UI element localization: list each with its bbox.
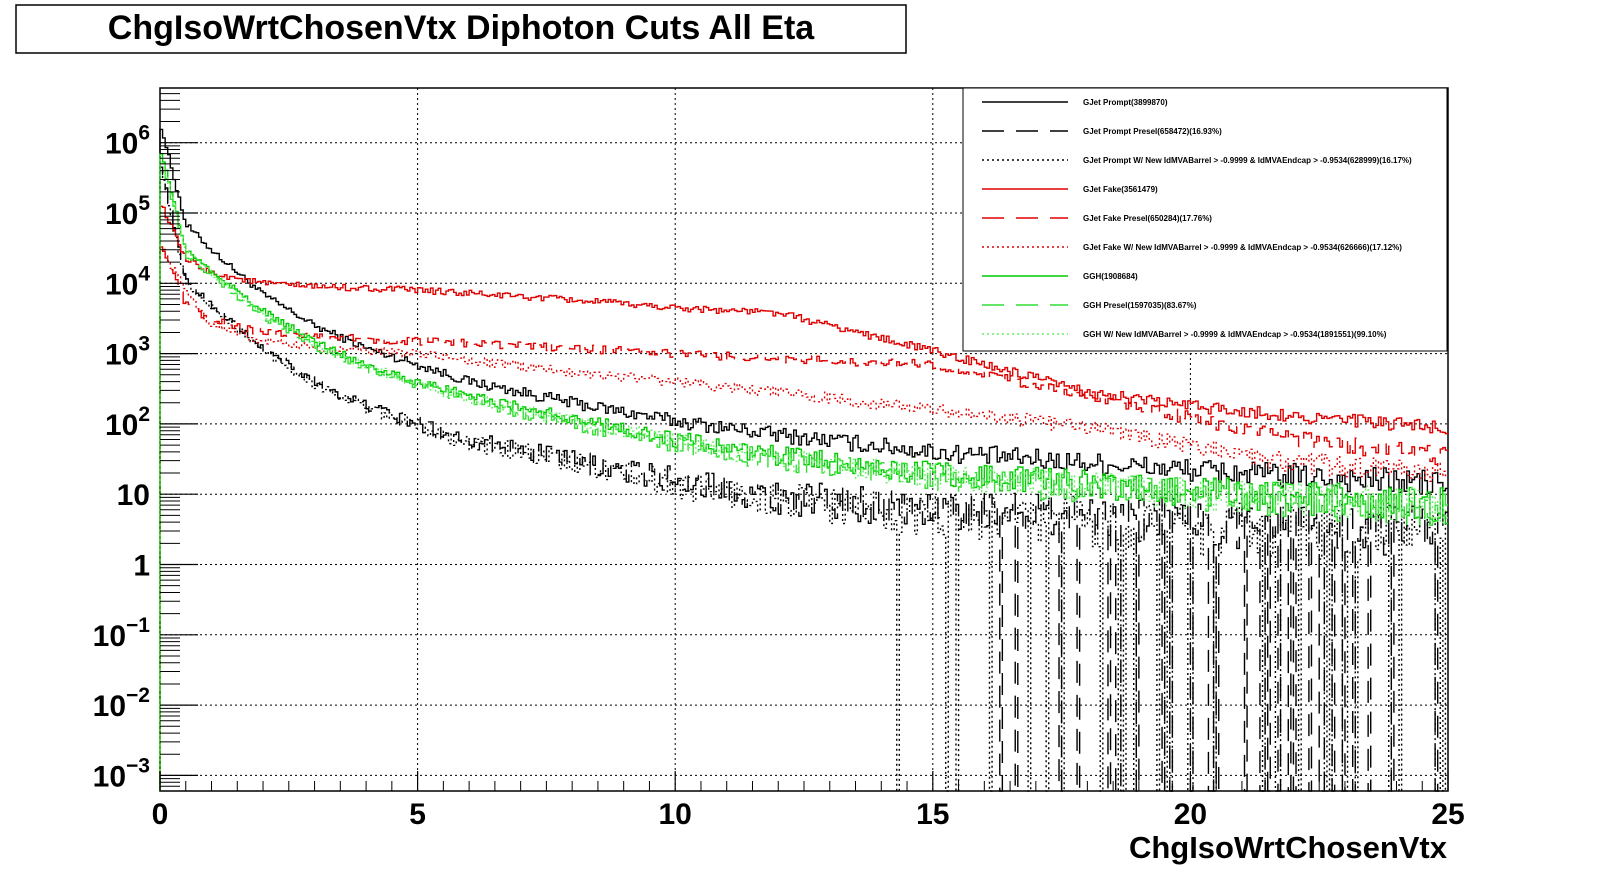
y-tick-base: 10 (93, 690, 126, 723)
legend-entry: GJet Fake Presel(650284)(17.76%) (1083, 214, 1212, 223)
y-tick-exponent: 4 (138, 262, 150, 285)
y-tick-label: 10−1 (93, 614, 151, 653)
y-tick-label: 104 (105, 262, 150, 301)
legend-entry: GGH Presel(1597035)(83.67%) (1083, 301, 1197, 310)
series-line (159, 246, 1448, 791)
y-tick-base: 10 (93, 620, 126, 653)
y-tick-base: 10 (105, 268, 138, 301)
y-tick-label: 106 (105, 122, 150, 161)
legend-entry: GGH W/ New IdMVABarrel > -0.9999 & IdMVA… (1083, 330, 1387, 339)
y-tick-exponent: −1 (126, 614, 150, 637)
series-line (159, 154, 1448, 791)
y-tick-label: 10 (117, 479, 150, 512)
legend-entry: GJet Fake W/ New IdMVABarrel > -0.9999 &… (1083, 243, 1402, 252)
y-tick-label: 103 (105, 333, 150, 372)
legend-box (962, 87, 1448, 352)
legend-entry: GJet Prompt Presel(658472)(16.93%) (1083, 127, 1222, 136)
y-tick-base: 10 (105, 128, 138, 161)
series-line (159, 166, 1448, 792)
y-tick-exponent: −3 (126, 754, 150, 777)
y-tick-base: 1 (133, 550, 150, 583)
y-tick-base: 10 (105, 198, 138, 231)
y-tick-base: 10 (105, 339, 138, 372)
x-axis-title: ChgIsoWrtChosenVtx (1129, 830, 1448, 865)
x-tick-label: 15 (916, 798, 949, 831)
title-box (15, 4, 907, 54)
legend-entry: GJet Fake(3561479) (1083, 185, 1158, 194)
legend-entry: GJet Prompt W/ New IdMVABarrel > -0.9999… (1083, 156, 1412, 165)
y-tick-exponent: 3 (138, 333, 150, 356)
y-tick-label: 10−3 (93, 754, 150, 793)
chart-title: ChgIsoWrtChosenVtx Diphoton Cuts All Eta (108, 9, 816, 47)
y-tick-label: 102 (105, 403, 150, 442)
x-tick-label: 20 (1174, 798, 1207, 831)
legend-entry: GJet Prompt(3899870) (1083, 98, 1168, 107)
series-layer (159, 128, 1448, 792)
series-line (159, 205, 1448, 791)
y-tick-label: 105 (105, 192, 150, 231)
y-tick-exponent: −2 (126, 684, 150, 707)
series-line (159, 128, 1448, 791)
legend-entry: GGH(1908684) (1083, 272, 1138, 281)
x-tick-label: 25 (1431, 798, 1464, 831)
y-tick-exponent: 6 (138, 122, 150, 145)
y-tick-exponent: 2 (138, 403, 150, 426)
y-tick-label: 1 (133, 550, 150, 583)
x-tick-label: 10 (659, 798, 692, 831)
x-tick-label: 5 (409, 798, 426, 831)
legend: GJet Prompt(3899870) GJet Prompt Presel(6… (962, 87, 1448, 352)
y-tick-base: 10 (93, 760, 126, 793)
y-tick-base: 10 (117, 479, 150, 512)
grid (160, 88, 1448, 791)
y-tick-label: 10−2 (93, 684, 150, 723)
x-tick-label: 0 (152, 798, 169, 831)
y-tick-base: 10 (105, 409, 138, 442)
y-tick-exponent: 5 (138, 192, 150, 215)
series-line (159, 248, 1448, 791)
